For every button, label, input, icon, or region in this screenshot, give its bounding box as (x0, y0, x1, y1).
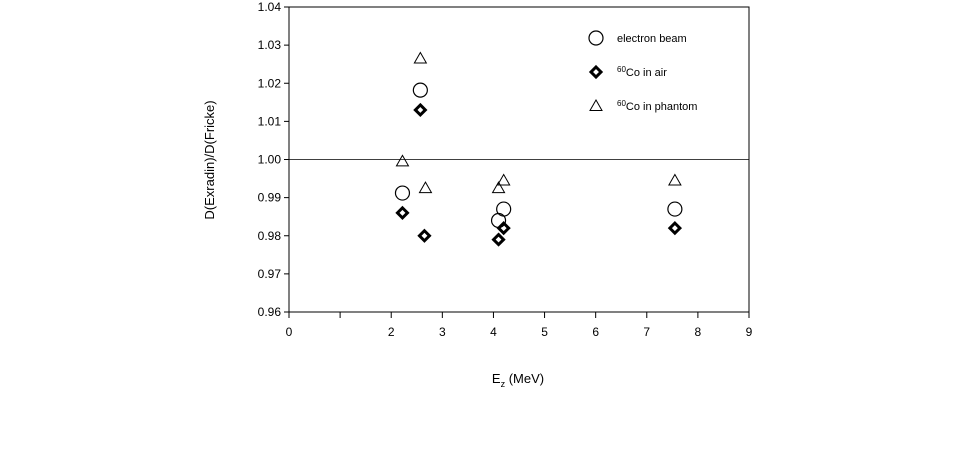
triangle-point (413, 51, 428, 64)
y-tick-label: 0.98 (258, 229, 282, 243)
diamond-point (413, 102, 428, 118)
y-axis-title: D(Exradin)/D(Fricke) (202, 100, 217, 219)
data-points (394, 51, 683, 247)
x-tick-label: 0 (286, 325, 293, 339)
axis-ticks: 0.96 0.97 0.98 0.99 1.00 1.01 1.02 1.03 1.04 0 2 3 4… (258, 0, 753, 339)
circle-point (412, 82, 428, 98)
diamond-point (417, 228, 432, 243)
diamond-point (491, 232, 506, 247)
legend-diamond-icon (588, 64, 604, 80)
triangle-point (491, 181, 506, 194)
legend-triangle-icon (589, 98, 603, 111)
y-tick-label: 0.97 (258, 267, 282, 281)
plot-area (288, 6, 750, 313)
triangle-point (395, 154, 410, 167)
x-tick-label: 8 (695, 325, 702, 339)
legend-label: 60Co in phantom (617, 99, 697, 113)
diamond-point (395, 205, 410, 220)
x-tick-label: 3 (439, 325, 446, 339)
x-tick-label: 5 (541, 325, 548, 339)
diamond-point (496, 221, 511, 236)
y-tick-label: 1.04 (258, 0, 282, 14)
legend-label: 60Co in air (617, 65, 667, 79)
legend-label: electron beam (617, 33, 687, 45)
y-tick-label: 1.02 (258, 76, 282, 90)
x-tick-label: 6 (592, 325, 599, 339)
legend: electron beam 60Co in air 60Co in phantom (588, 30, 697, 113)
y-tick-label: 1.01 (258, 114, 282, 128)
y-tick-label: 1.03 (258, 38, 282, 52)
circle-point (496, 201, 512, 217)
y-tick-label: 1.00 (258, 153, 282, 167)
diamond-point (667, 221, 683, 236)
y-tick-label: 0.99 (258, 191, 282, 205)
legend-circle-icon (588, 30, 604, 46)
x-tick-label: 4 (490, 325, 497, 339)
triangle-point (668, 173, 682, 186)
x-tick-label: 7 (643, 325, 650, 339)
triangle-point (496, 173, 511, 186)
circle-point (667, 201, 683, 217)
triangle-point (418, 181, 433, 194)
x-axis-title: Ez (MeV) (492, 371, 544, 389)
y-tick-label: 0.96 (258, 305, 282, 319)
circle-point (394, 185, 411, 201)
x-tick-label: 9 (746, 325, 753, 339)
x-tick-label: 2 (388, 325, 395, 339)
